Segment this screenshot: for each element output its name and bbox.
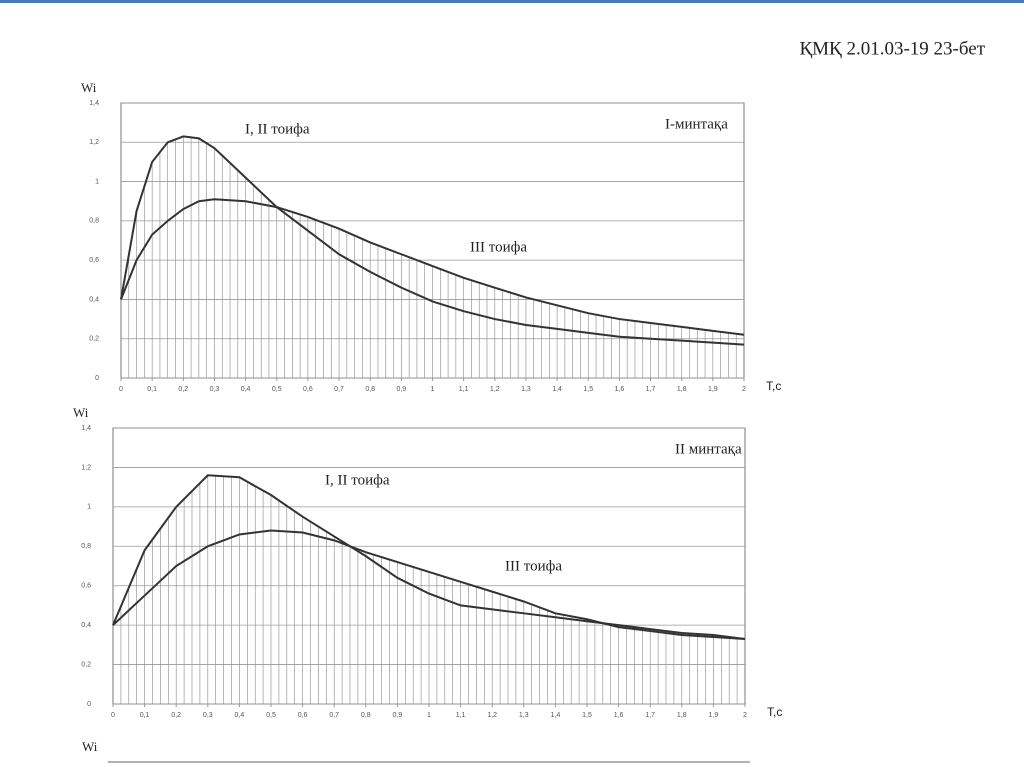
x-tick-label: 1,5 (583, 386, 593, 393)
x-tick-label: 2 (743, 712, 747, 719)
annotation: II минтақа (675, 441, 742, 457)
annotation: III тоифа (505, 558, 562, 574)
x-tick-label: 0,3 (203, 712, 213, 719)
series-line (112, 529, 746, 640)
x-tick-label: 1,1 (456, 712, 466, 719)
series-line (120, 198, 745, 336)
next-chart-y-label: Wi (82, 739, 98, 754)
x-tick-label: 2 (742, 386, 746, 393)
y-tick-label: 0,8 (81, 543, 91, 550)
x-tick-label: 0,6 (298, 712, 308, 719)
x-tick-label: 0,6 (303, 386, 313, 393)
x-tick-label: 1,4 (551, 712, 561, 719)
y-tick-label: 0,6 (81, 583, 91, 590)
x-tick-label: 0 (111, 712, 115, 719)
y-tick-label: 0,2 (89, 336, 99, 343)
x-tick-label: 1,2 (487, 712, 497, 719)
y-tick-label: 0 (87, 701, 91, 708)
top-border (0, 0, 1024, 3)
x-tick-label: 1 (431, 386, 435, 393)
y-tick-label: 1 (87, 504, 91, 511)
x-tick-label: 0,4 (235, 712, 245, 719)
x-tick-label: 1,9 (708, 386, 718, 393)
x-tick-label: 0,8 (365, 386, 375, 393)
y-tick-label: 0,4 (89, 296, 99, 303)
x-tick-label: 0,8 (361, 712, 371, 719)
x-tick-label: 0,1 (140, 712, 150, 719)
x-tick-label: 1,5 (582, 712, 592, 719)
y-tick-label: 1,2 (89, 139, 99, 146)
x-tick-label: 0,2 (178, 386, 188, 393)
x-axis-label: T,c (767, 705, 782, 719)
x-tick-label: 1,6 (615, 386, 625, 393)
x-tick-label: 0,7 (334, 386, 344, 393)
series-line (120, 135, 745, 346)
y-tick-label: 1,2 (81, 464, 91, 471)
x-tick-label: 0 (119, 386, 123, 393)
x-tick-label: 0,5 (272, 386, 282, 393)
x-tick-label: 0,9 (393, 712, 403, 719)
x-tick-label: 0,1 (147, 386, 157, 393)
x-tick-label: 1,4 (552, 386, 562, 393)
x-tick-label: 1,2 (490, 386, 500, 393)
annotation: III тоифа (470, 239, 527, 255)
annotation: I, II тоифа (245, 121, 310, 137)
x-tick-label: 1,6 (614, 712, 624, 719)
y-axis-label: Wi (81, 80, 97, 95)
y-tick-label: 0,4 (81, 622, 91, 629)
x-tick-label: 1,1 (459, 386, 469, 393)
annotation: I, II тоифа (325, 472, 390, 488)
y-tick-label: 0,2 (81, 661, 91, 668)
x-tick-label: 0,2 (171, 712, 181, 719)
x-tick-label: 1,7 (645, 712, 655, 719)
x-tick-label: 0,5 (266, 712, 276, 719)
x-tick-label: 1,7 (646, 386, 656, 393)
x-tick-label: 1,3 (519, 712, 529, 719)
x-axis-label: T,c (766, 379, 781, 393)
annotation: I-минтақа (665, 116, 728, 132)
y-tick-label: 0,8 (89, 218, 99, 225)
series-line (112, 474, 746, 640)
y-tick-label: 1,4 (89, 100, 99, 107)
page-header: ҚМҚ 2.01.03-19 23-бет (799, 38, 985, 59)
y-tick-label: 1 (95, 178, 99, 185)
y-tick-label: 0 (95, 375, 99, 382)
x-tick-label: 0,3 (210, 386, 220, 393)
y-tick-label: 0,6 (89, 257, 99, 264)
x-tick-label: 1,9 (709, 712, 719, 719)
x-tick-label: 1,8 (677, 386, 687, 393)
x-tick-label: 1,8 (677, 712, 687, 719)
x-tick-label: 1 (427, 712, 431, 719)
x-tick-label: 0,9 (396, 386, 406, 393)
y-tick-label: 1,4 (81, 425, 91, 432)
x-tick-label: 0,7 (329, 712, 339, 719)
y-axis-label: Wi (73, 405, 89, 420)
x-tick-label: 1,3 (521, 386, 531, 393)
x-tick-label: 0,4 (241, 386, 251, 393)
